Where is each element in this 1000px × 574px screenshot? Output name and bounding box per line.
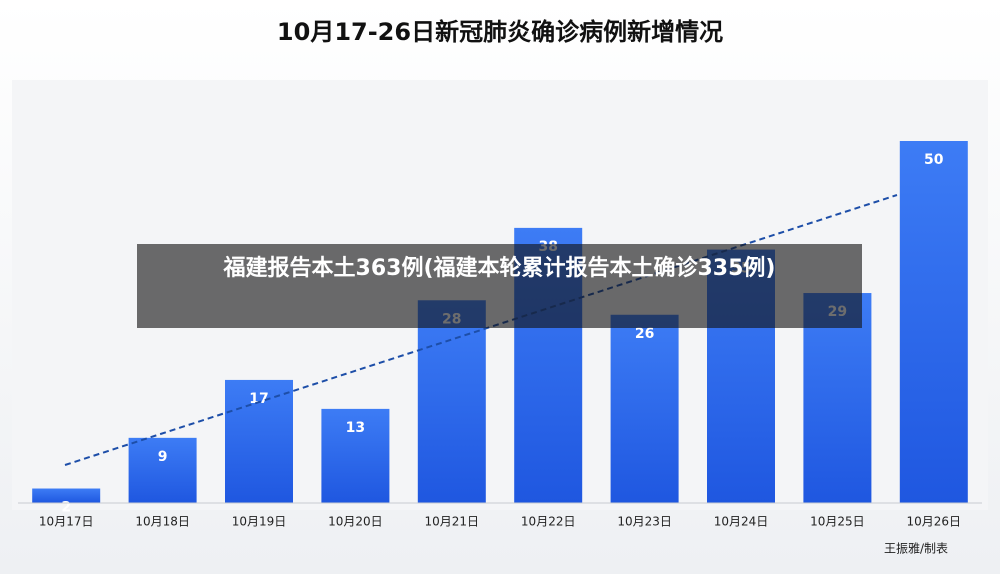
value-label: 2 bbox=[61, 500, 71, 516]
bar bbox=[225, 379, 293, 503]
x-tick-label: 10月22日 bbox=[521, 515, 576, 529]
x-tick-label: 10月23日 bbox=[617, 515, 672, 529]
bar bbox=[899, 141, 968, 503]
value-label: 17 bbox=[249, 391, 268, 407]
value-label: 50 bbox=[924, 152, 944, 168]
bar bbox=[32, 488, 101, 503]
bar bbox=[128, 437, 197, 503]
value-label: 13 bbox=[346, 420, 365, 436]
x-tick-label: 10月17日 bbox=[39, 515, 94, 529]
bar bbox=[417, 300, 486, 503]
bar bbox=[610, 314, 679, 503]
bar bbox=[803, 293, 872, 503]
x-tick-label: 10月18日 bbox=[135, 515, 190, 529]
x-tick-label: 10月25日 bbox=[810, 515, 865, 529]
value-label: 26 bbox=[635, 326, 654, 342]
x-tick-label: 10月21日 bbox=[425, 515, 480, 529]
value-label: 9 bbox=[158, 449, 168, 465]
credit: 王振雅/制表 bbox=[884, 541, 948, 556]
x-tick-label: 10月26日 bbox=[907, 515, 962, 529]
bar bbox=[321, 408, 390, 503]
x-tick-label: 10月24日 bbox=[714, 515, 769, 529]
caption-overlay: 福建报告本土363例(福建本轮累计报告本土确诊335例) bbox=[137, 244, 862, 328]
chart-title: 10月17-26日新冠肺炎确诊病例新增情况 bbox=[277, 18, 723, 46]
x-tick-label: 10月20日 bbox=[328, 515, 383, 529]
trend-line bbox=[64, 194, 898, 466]
x-tick-label: 10月19日 bbox=[232, 515, 287, 529]
